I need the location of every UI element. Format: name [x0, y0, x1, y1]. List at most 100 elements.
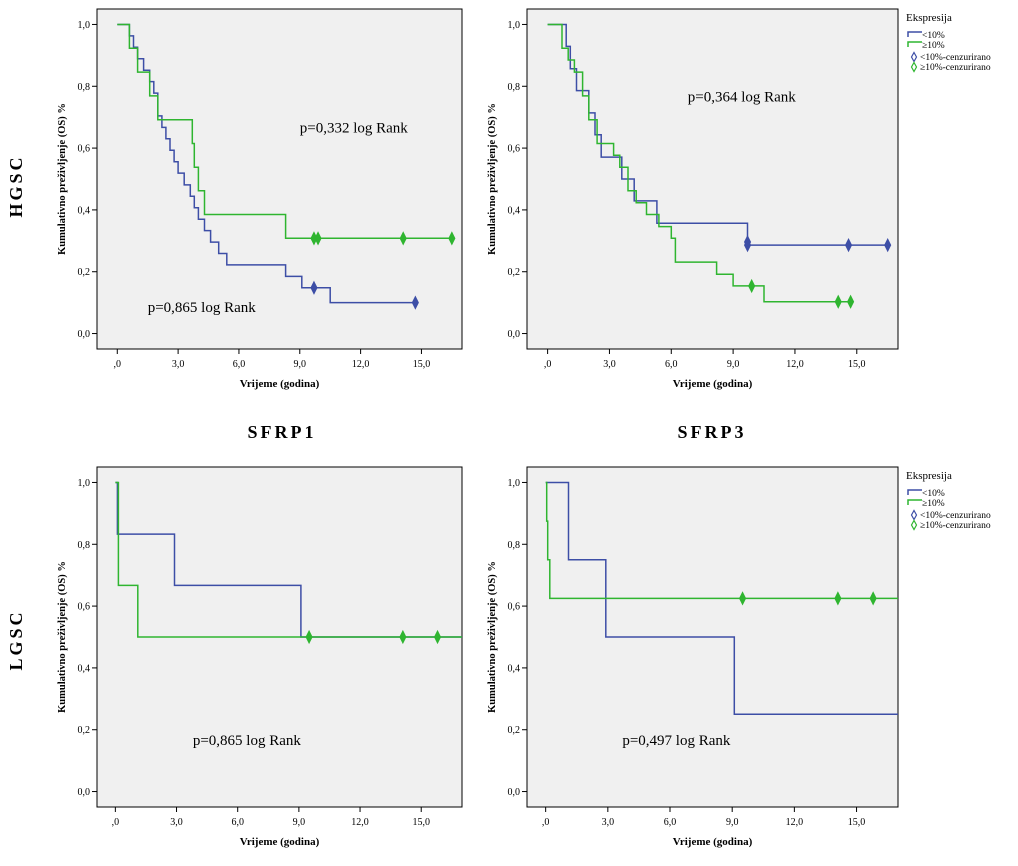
censored-marker-high — [869, 591, 877, 606]
y-tick-label: 0,2 — [508, 725, 521, 736]
censored-marker-high — [399, 231, 407, 246]
legend-item-label: ≥10% — [922, 41, 945, 51]
x-tick-label: 9,0 — [726, 817, 739, 828]
y-tick-label: 1,0 — [78, 20, 91, 31]
plot-area — [96, 8, 463, 350]
p-value-annotation: p=0,497 log Rank — [622, 733, 731, 749]
y-tick-label: 0,4 — [78, 205, 91, 216]
survival-curve-high — [117, 23, 452, 240]
y-tick-label: 0,0 — [508, 787, 521, 798]
x-tick-label: 3,0 — [172, 359, 185, 370]
y-tick-label: 0,2 — [78, 725, 91, 736]
x-tick-label: 9,0 — [727, 359, 740, 370]
y-tick-label: 0,6 — [508, 144, 521, 155]
censored-marker-high — [305, 629, 313, 645]
x-tick-label: 9,0 — [294, 359, 307, 370]
col-label-sfrp1: SFRP1 — [248, 422, 317, 442]
censored-marker-high — [738, 591, 747, 606]
x-axis-label: Vrijeme (godina) — [673, 836, 753, 848]
censored-marker-low — [411, 295, 419, 310]
censored-marker-high — [433, 629, 442, 645]
x-axis-label: Vrijeme (godina) — [673, 378, 753, 390]
legend-item-label: <10% — [922, 489, 945, 499]
km-panel-2: 0,0 0,2 0,4 0,6 0,8 1,0 ,0 3,0 6,0 9,0 12,0 15,0 Vri… — [487, 8, 899, 390]
p-value-annotation: p=0,865 log Rank — [148, 300, 257, 316]
x-tick-label: 12,0 — [786, 359, 804, 370]
legend-diamond-icon — [910, 61, 918, 73]
y-tick-label: 0,0 — [508, 329, 521, 340]
y-axis-label: Kumulativno preživljenje (OS) % — [57, 103, 68, 255]
survival-curve-low — [115, 481, 462, 638]
y-tick-label: 0,8 — [508, 540, 521, 551]
censored-marker-low — [884, 238, 892, 253]
censored-marker-high — [834, 591, 842, 606]
legend-item-label: ≥10% — [922, 499, 945, 509]
survival-curve-low — [117, 23, 416, 304]
y-tick-label: 0,8 — [78, 82, 91, 93]
y-tick-label: 0,8 — [78, 540, 91, 551]
x-tick-label: 6,0 — [233, 359, 246, 370]
km-panel-3: 0,0 0,2 0,4 0,6 0,8 1,0 ,0 3,0 6,0 9,0 12,0 15,0 Vri… — [57, 466, 463, 848]
y-tick-label: 0,6 — [78, 144, 91, 155]
y-axis-label: Kumulativno preživljenje (OS) % — [487, 103, 498, 255]
y-tick-label: 1,0 — [508, 478, 521, 489]
km-panel-1: 0,0 0,2 0,4 0,6 0,8 1,0 ,0 3,0 6,0 9,0 12,0 15,0 Vri… — [57, 8, 463, 390]
censored-marker-high — [448, 231, 456, 246]
p-value-annotation: p=0,865 log Rank — [193, 733, 302, 749]
survival-curve-high — [115, 481, 462, 638]
x-axis-label: Vrijeme (godina) — [240, 836, 320, 848]
x-tick-label: ,0 — [542, 817, 550, 828]
y-axis-label: Kumulativno preživljenje (OS) % — [487, 561, 498, 713]
x-tick-label: 3,0 — [603, 359, 616, 370]
x-tick-label: ,0 — [544, 359, 552, 370]
x-axis-label: Vrijeme (godina) — [240, 378, 320, 390]
x-tick-label: 12,0 — [786, 817, 804, 828]
km-panel-4: 0,0 0,2 0,4 0,6 0,8 1,0 ,0 3,0 6,0 9,0 12,0 15,0 Vri… — [487, 466, 899, 848]
legend-line-swatch — [907, 489, 922, 495]
y-tick-label: 0,4 — [508, 663, 521, 674]
censored-marker-low — [844, 238, 853, 253]
legend-2: Ekspresija <10%≥10% <10%-cenzurirano≥10%-c… — [906, 470, 991, 531]
y-tick-label: 0,0 — [78, 329, 91, 340]
col-label-sfrp3: SFRP3 — [678, 422, 747, 442]
y-tick-label: 0,0 — [78, 787, 91, 798]
x-tick-label: 12,0 — [352, 359, 370, 370]
y-tick-label: 0,2 — [508, 267, 521, 278]
y-tick-label: 0,2 — [78, 267, 91, 278]
legend-diamond-icon — [910, 51, 918, 63]
y-axis-label: Kumulativno preživljenje (OS) % — [57, 561, 68, 713]
censored-marker-high — [834, 294, 842, 309]
legend-line-swatch — [907, 499, 922, 505]
y-tick-label: 1,0 — [508, 20, 521, 31]
legend-diamond-icon — [910, 509, 918, 521]
row-label-hgsc: HGSC — [6, 154, 26, 217]
legend-item-label: ≥10%-cenzurirano — [920, 63, 991, 73]
y-tick-label: 0,6 — [78, 602, 91, 613]
survival-curve-low — [547, 23, 888, 246]
x-tick-label: 3,0 — [602, 817, 615, 828]
y-tick-label: 0,4 — [508, 205, 521, 216]
x-tick-label: ,0 — [112, 817, 120, 828]
legend-item-label: ≥10%-cenzurirano — [920, 521, 991, 531]
x-tick-label: 9,0 — [293, 817, 306, 828]
legend-title: Ekspresija — [906, 12, 952, 24]
legend-item-label: <10% — [922, 31, 945, 41]
survival-curve-high — [545, 481, 898, 600]
p-value-annotation: p=0,332 log Rank — [300, 121, 409, 137]
x-tick-label: 15,0 — [848, 359, 866, 370]
legend-line-swatch — [907, 41, 922, 47]
x-tick-label: 6,0 — [665, 359, 678, 370]
x-tick-label: 6,0 — [231, 817, 244, 828]
survival-curve-high — [547, 23, 851, 303]
legend-1: Ekspresija <10%≥10% <10%-cenzurirano≥10%-c… — [906, 12, 991, 73]
p-value-annotation: p=0,364 log Rank — [688, 90, 797, 106]
legend-item-label: <10%-cenzurirano — [920, 511, 991, 521]
censored-marker-high — [847, 294, 855, 309]
y-tick-label: 1,0 — [78, 478, 91, 489]
legend-diamond-icon — [910, 519, 918, 531]
y-tick-label: 0,6 — [508, 602, 521, 613]
y-tick-label: 0,8 — [508, 82, 521, 93]
x-tick-label: ,0 — [114, 359, 122, 370]
legend-item-label: <10%-cenzurirano — [920, 53, 991, 63]
